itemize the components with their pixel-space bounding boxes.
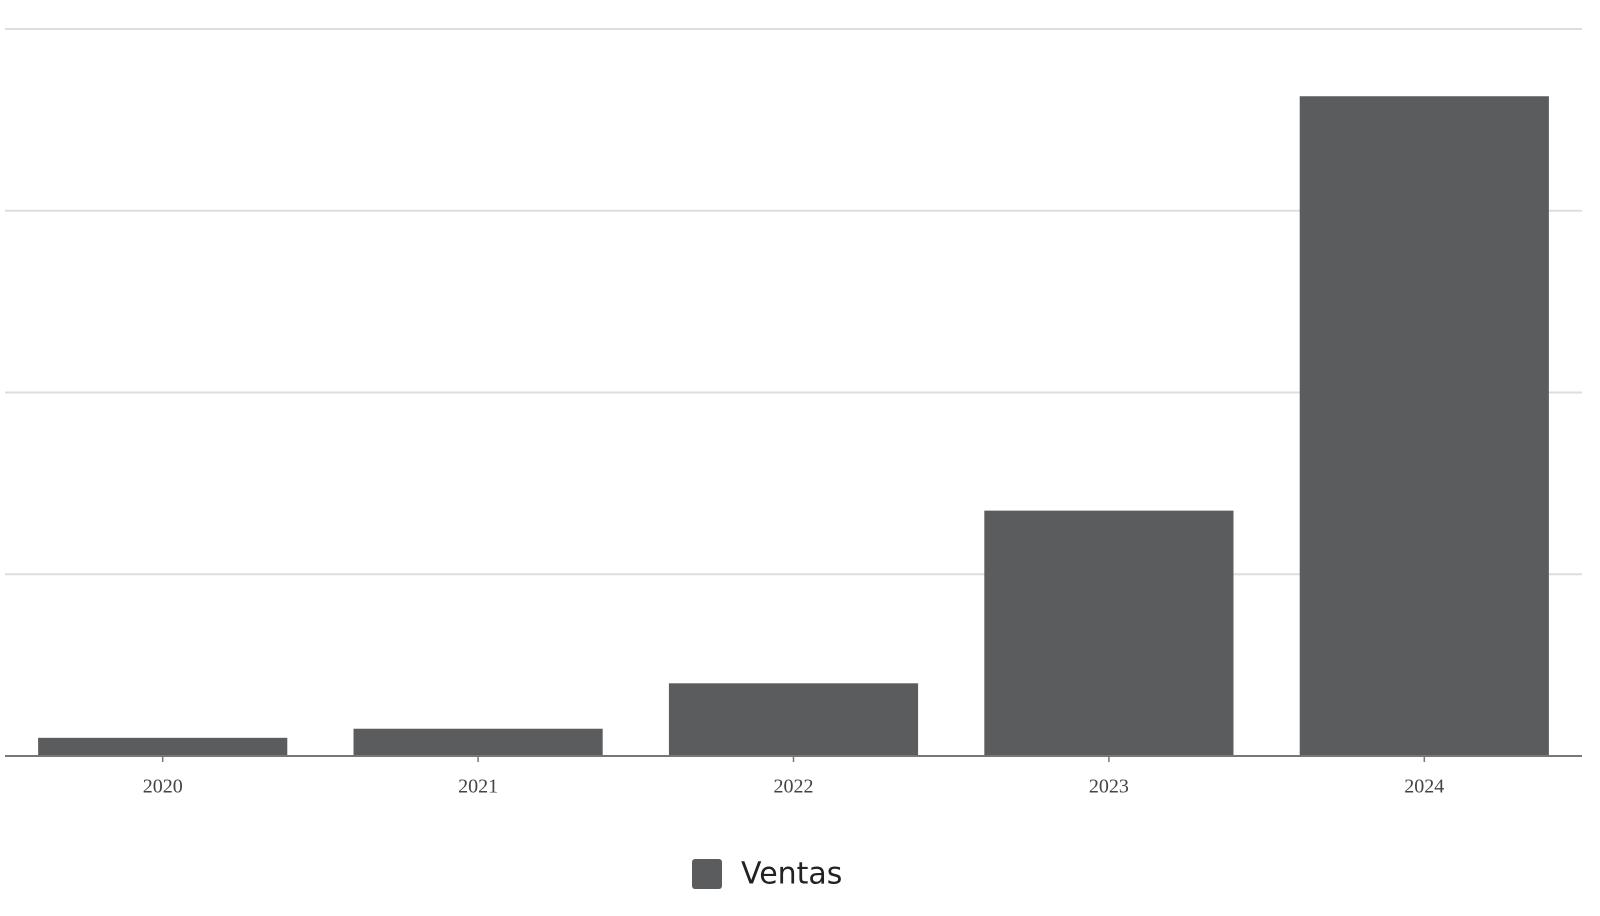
- x-tick-label: 2024: [1404, 776, 1444, 798]
- legend-swatch: [692, 859, 722, 889]
- x-tick-label: 2020: [143, 776, 183, 798]
- bar: [984, 510, 1234, 756]
- bar: [668, 683, 919, 756]
- bar: [38, 737, 288, 756]
- legend-label: Ventas: [741, 857, 842, 892]
- x-tick-label: 2022: [774, 776, 814, 798]
- x-tick-label: 2021: [458, 776, 498, 798]
- bar: [1299, 96, 1549, 756]
- x-tick-label: 2023: [1089, 776, 1129, 798]
- bar: [353, 728, 603, 756]
